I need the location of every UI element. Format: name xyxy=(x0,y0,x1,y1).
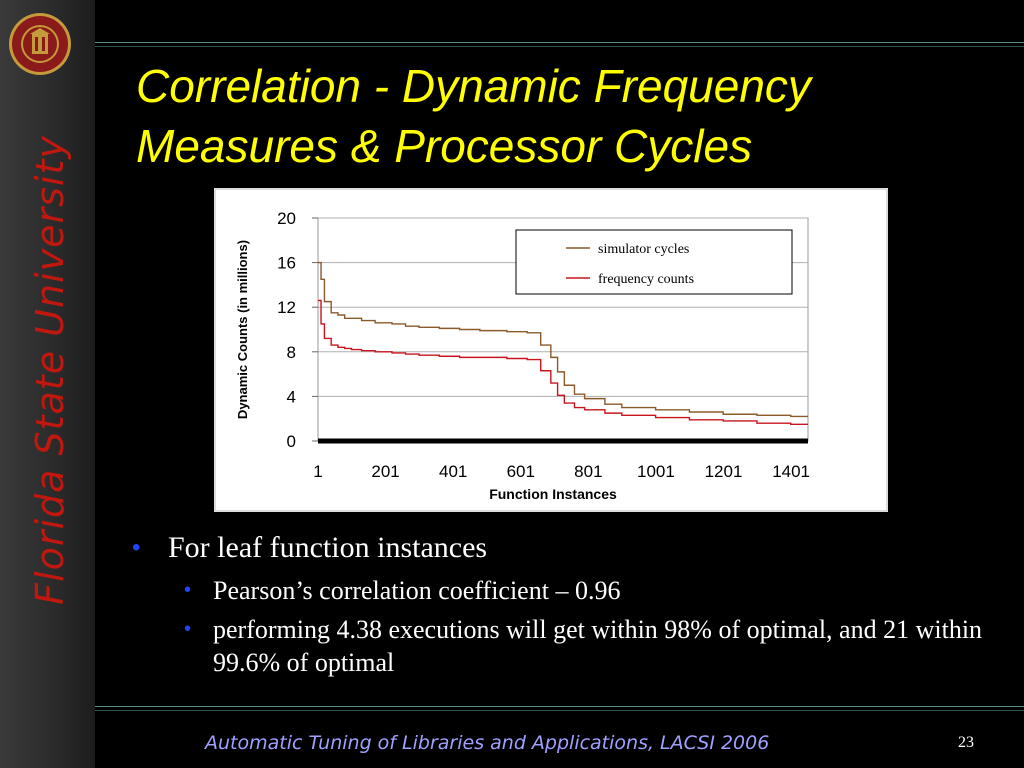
x-tick-label: 401 xyxy=(439,462,467,481)
sub-bullet-item: • performing 4.38 executions will get wi… xyxy=(130,613,990,679)
x-tick-label: 201 xyxy=(371,462,399,481)
slide-title-line-1: Correlation - Dynamic Frequency xyxy=(136,60,811,112)
x-tick-label: 1201 xyxy=(705,462,743,481)
footer-rule xyxy=(95,706,1024,707)
bullet-icon: • xyxy=(184,579,192,601)
legend-box xyxy=(515,229,793,295)
sidebar-university-title: Florida State University xyxy=(28,135,72,605)
legend-label: simulator cycles xyxy=(598,242,689,257)
sidebar: Florida State University xyxy=(0,0,95,768)
bullet-icon: • xyxy=(184,618,192,640)
bullet-icon: • xyxy=(132,534,141,561)
footer-text: Automatic Tuning of Libraries and Applic… xyxy=(205,732,770,754)
y-tick-label: 4 xyxy=(287,387,296,406)
y-tick-label: 8 xyxy=(287,343,296,362)
sub-bullet-text: performing 4.38 executions will get with… xyxy=(213,615,983,677)
y-tick-label: 20 xyxy=(277,209,296,228)
chart-border xyxy=(214,188,888,512)
y-tick-label: 12 xyxy=(277,298,296,317)
x-tick-label: 601 xyxy=(507,462,535,481)
slide-title: Correlation - Dynamic Frequency Measures… xyxy=(136,56,1016,176)
x-tick-label: 1001 xyxy=(637,462,675,481)
bullet-list: • For leaf function instances • Pearson’… xyxy=(130,528,990,679)
x-axis-label: Function Instances xyxy=(489,486,617,502)
slide-title-line-2: Measures & Processor Cycles xyxy=(136,120,753,172)
series-line-simulator-cycles xyxy=(318,261,808,418)
sub-bullet-item: • Pearson’s correlation coefficient – 0.… xyxy=(130,574,990,607)
sub-bullet-text: Pearson’s correlation coefficient – 0.96 xyxy=(213,576,621,605)
y-tick-label: 16 xyxy=(277,254,296,273)
y-axis-label: Dynamic Counts (in millions) xyxy=(235,240,250,419)
y-tick-label: 0 xyxy=(287,432,296,451)
x-tick-label: 801 xyxy=(574,462,602,481)
footer-rule-secondary xyxy=(95,710,1024,711)
chart-image: 0 4 8 12 16 20 1 201 401 601 801 1001 1201 1401 Functi… xyxy=(214,188,888,512)
university-seal-logo xyxy=(9,13,71,75)
x-tick-label: 1401 xyxy=(772,462,810,481)
page-number: 23 xyxy=(958,734,974,751)
header-rule-secondary xyxy=(95,46,1024,47)
header-rule xyxy=(95,42,1024,43)
legend-label: frequency counts xyxy=(598,272,694,287)
bullet-item: • For leaf function instances xyxy=(130,528,990,568)
series-line-frequency-counts xyxy=(318,299,808,425)
bullet-text: For leaf function instances xyxy=(168,531,488,564)
x-tick-label: 1 xyxy=(313,462,322,481)
